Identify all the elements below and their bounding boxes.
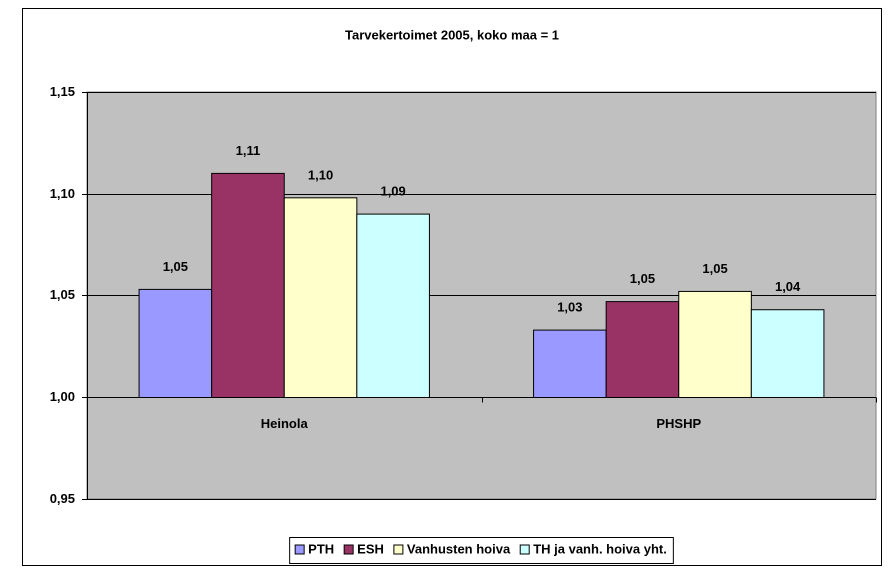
legend-label: Vanhusten hoiva: [407, 541, 511, 556]
y-tick-label: 1,05: [50, 287, 75, 302]
data-label: 1,05: [163, 259, 188, 274]
data-label: 1,10: [308, 167, 333, 182]
data-label: 1,03: [557, 300, 582, 315]
legend-swatch: [393, 544, 404, 555]
data-label: 1,09: [380, 184, 405, 199]
bar: [283, 197, 358, 398]
bar: [356, 213, 430, 398]
x-tick-label: PHSHP: [656, 416, 701, 431]
data-label: 1,05: [630, 271, 655, 286]
legend-label: PTH: [308, 541, 334, 556]
bar: [211, 172, 285, 398]
y-tick-label: 1,00: [50, 389, 75, 404]
data-label: 1,11: [236, 143, 261, 158]
legend-label: ESH: [357, 541, 384, 556]
y-tick-label: 1,15: [50, 84, 75, 99]
bar: [138, 288, 213, 398]
data-label: 1,05: [702, 261, 727, 276]
y-tick-label: 0,95: [50, 491, 75, 506]
bar: [678, 290, 752, 398]
legend-swatch: [294, 544, 305, 555]
bar: [533, 329, 607, 398]
x-tick-label: Heinola: [261, 416, 309, 431]
legend-swatch: [343, 544, 354, 555]
data-label: 1,04: [775, 279, 801, 294]
legend-label: TH ja vanh. hoiva yht.: [533, 541, 667, 556]
chart-title: Tarvekertoimet 2005, koko maa = 1: [345, 27, 559, 42]
bar: [605, 301, 680, 399]
y-tick-label: 1,10: [50, 186, 75, 201]
bar: [750, 309, 825, 398]
legend-swatch: [519, 544, 530, 555]
